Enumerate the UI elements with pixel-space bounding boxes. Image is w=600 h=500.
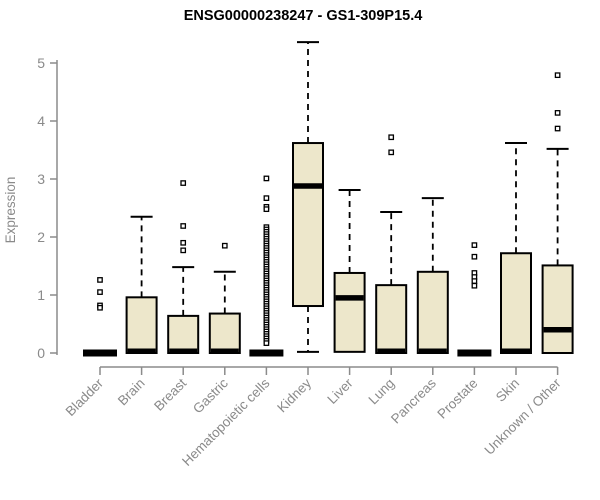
collapsed-box-hematopoietic-cells xyxy=(249,349,284,357)
outlier-point-prostate xyxy=(471,253,478,260)
x-tick-label-breast: Breast xyxy=(151,375,189,413)
outlier-point-bladder xyxy=(97,304,103,311)
x-tick-label-bladder: Bladder xyxy=(63,375,107,419)
outlier-point-prostate xyxy=(471,282,478,289)
box-gastric xyxy=(208,312,241,354)
outlier-point-breast xyxy=(180,247,187,254)
outlier-point-breast xyxy=(180,223,187,229)
y-tick-label: 5 xyxy=(37,55,45,71)
x-tick-label-kidney: Kidney xyxy=(274,375,314,415)
y-tick-label: 4 xyxy=(37,113,45,129)
outlier-point-breast xyxy=(180,239,187,246)
outlier-point-prostate xyxy=(471,278,478,284)
collapsed-box-prostate xyxy=(457,349,492,357)
box-breast xyxy=(167,314,200,355)
box-kidney xyxy=(292,142,324,308)
x-tick-label-gastric: Gastric xyxy=(190,375,231,416)
outlier-point-bladder xyxy=(97,277,103,283)
outlier-point-prostate xyxy=(471,242,478,248)
chart-title: ENSG00000238247 - GS1-309P15.4 xyxy=(184,8,423,24)
box-pancreas xyxy=(416,270,449,354)
outlier-point-bladder xyxy=(97,289,103,295)
box-skin xyxy=(500,252,532,355)
outlier-point-breast xyxy=(180,180,187,186)
x-tick-label-pancreas: Pancreas xyxy=(388,375,439,426)
y-tick-label: 1 xyxy=(37,287,45,303)
outlier-point-unknown-other xyxy=(554,125,561,132)
x-tick-label-liver: Liver xyxy=(324,375,356,407)
y-tick-label: 2 xyxy=(37,229,45,245)
outlier-point-gastric xyxy=(221,242,228,249)
outlier-point-lung xyxy=(388,149,395,156)
outlier-point-unknown-other xyxy=(554,110,561,116)
outlier-point-hematopoietic-cells xyxy=(263,195,270,201)
x-tick-label-lung: Lung xyxy=(365,376,397,408)
outlier-point-hematopoietic-cells xyxy=(263,206,270,213)
box-liver xyxy=(333,271,366,353)
y-axis-title: Expression xyxy=(3,177,18,244)
box-unknown-other xyxy=(541,264,574,355)
outlier-point-hematopoietic-cells xyxy=(263,340,270,346)
box-brain xyxy=(125,296,158,355)
outlier-point-lung xyxy=(388,134,395,141)
x-tick-label-unknown-other: Unknown / Other xyxy=(481,375,564,458)
outlier-point-unknown-other xyxy=(554,72,561,79)
x-tick-label-skin: Skin xyxy=(493,376,522,405)
outlier-point-hematopoietic-cells xyxy=(263,175,270,182)
collapsed-box-bladder xyxy=(83,349,117,357)
box-lung xyxy=(375,284,408,355)
y-tick-label: 0 xyxy=(37,345,45,361)
x-tick-label-brain: Brain xyxy=(115,376,148,409)
x-tick-label-prostate: Prostate xyxy=(434,376,480,422)
y-tick-label: 3 xyxy=(37,171,45,187)
